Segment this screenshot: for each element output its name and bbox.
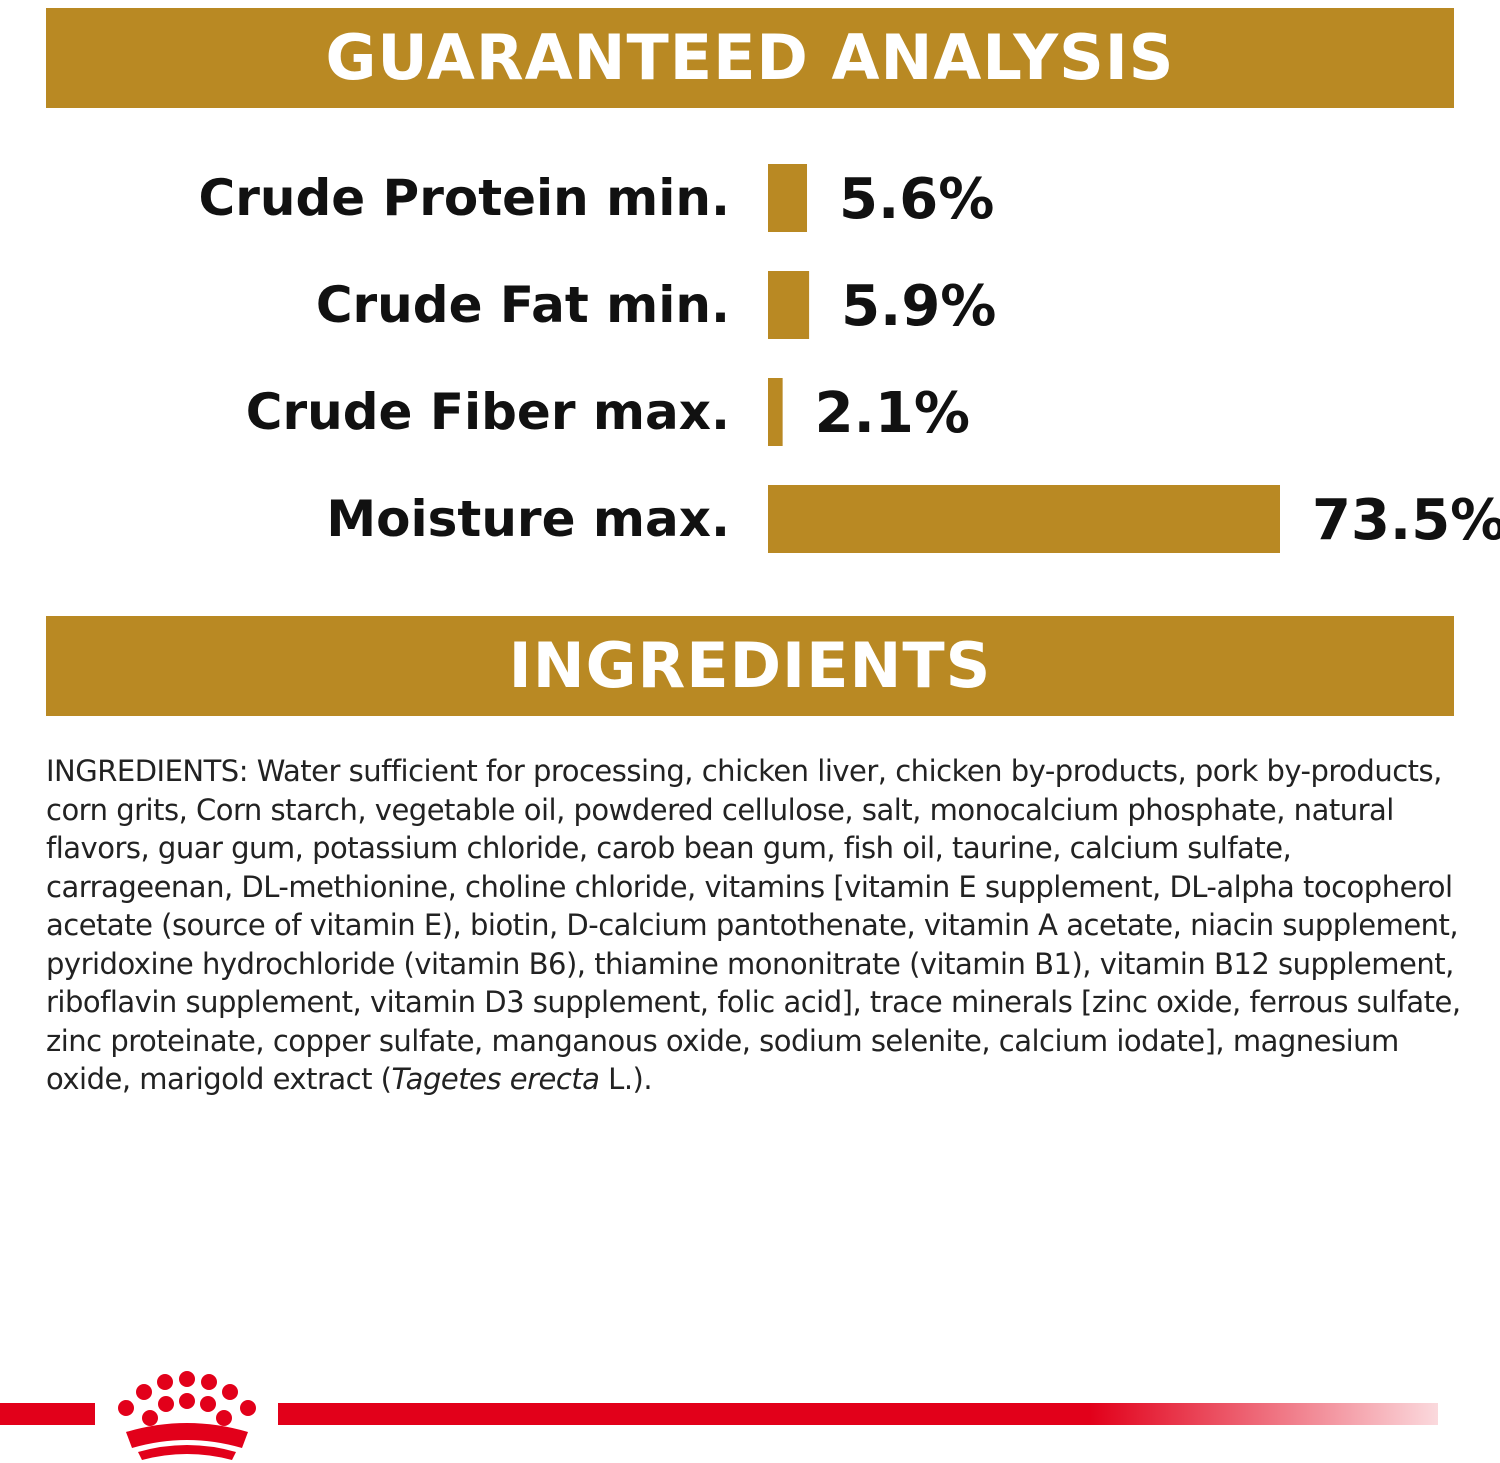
value-label: 5.9% <box>841 274 996 339</box>
value-label: 2.1% <box>815 381 970 446</box>
guaranteed-analysis-heading: GUARANTEED ANALYSIS <box>325 21 1175 94</box>
value-label: 73.5% <box>1312 488 1500 553</box>
ingredients-text-italic: Tagetes erecta <box>391 1062 600 1096</box>
footer-red-line-left <box>0 1403 95 1425</box>
footer-red-line-right <box>278 1403 1438 1425</box>
bar <box>768 378 783 446</box>
guaranteed-analysis-banner: GUARANTEED ANALYSIS <box>46 8 1454 108</box>
ingredients-heading: INGREDIENTS <box>508 629 992 702</box>
bar <box>768 164 808 232</box>
category-label: Moisture max. <box>326 490 730 548</box>
category-label: Crude Fat min. <box>316 276 730 334</box>
ingredients-list: INGREDIENTS: Water sufficient for proces… <box>46 752 1466 1099</box>
bar <box>768 485 1280 553</box>
guaranteed-analysis-chart: Crude Protein min. 5.6% Crude Fat min. 5.9%… <box>199 164 1500 553</box>
category-label: Crude Fiber max. <box>246 383 730 441</box>
crown-icon <box>118 1371 256 1460</box>
category-label: Crude Protein min. <box>199 169 731 227</box>
ingredients-banner: INGREDIENTS <box>46 616 1454 716</box>
bar <box>768 271 810 339</box>
ingredients-text-end: L.). <box>599 1062 653 1096</box>
ingredients-text-main: INGREDIENTS: Water sufficient for proces… <box>46 754 1461 1096</box>
value-label: 5.6% <box>839 167 994 232</box>
